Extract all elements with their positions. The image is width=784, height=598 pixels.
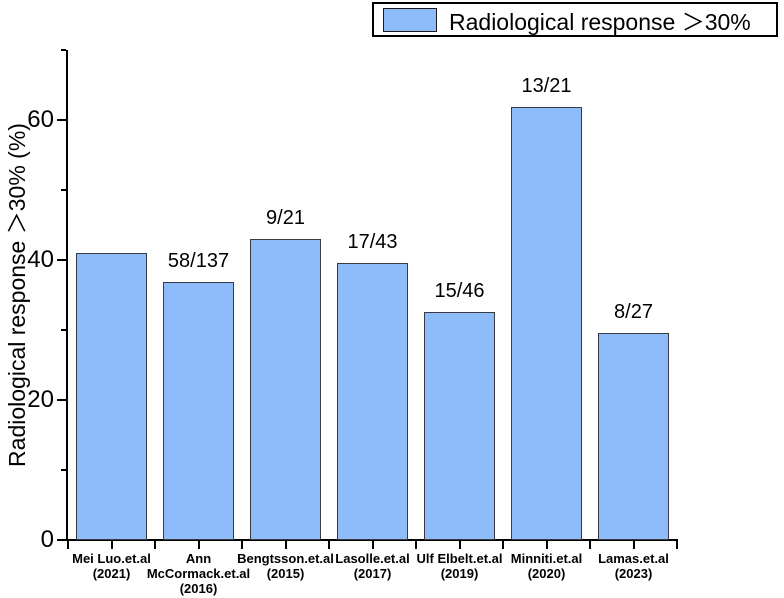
x-tick [415,541,417,549]
y-minor-tick [61,49,66,51]
y-tick-label: 40 [27,246,54,273]
x-tick [328,541,330,549]
bar [337,263,408,540]
bar [424,312,495,540]
x-tick [676,541,678,549]
x-category-label: Lamas.et.al (2023) [598,551,669,581]
x-tick [502,541,504,549]
bar-value-label: 58/137 [167,250,230,272]
x-tick [110,541,113,549]
y-major-tick [57,259,66,261]
bar [76,253,147,540]
y-tick-label: 20 [27,386,54,413]
x-tick [589,541,591,549]
y-major-tick [57,539,66,541]
y-major-tick [57,399,66,401]
x-tick [241,541,243,549]
bar [250,239,321,540]
bar [163,282,234,540]
bar-value-label: 9/21 [266,207,305,229]
bar-value-label: 17/43 [347,231,398,253]
bar [511,107,582,540]
x-category-label: Bengtsson.et.al (2015) [237,551,334,581]
y-minor-tick [61,329,66,331]
y-minor-tick [61,469,66,471]
legend-swatch [383,7,437,32]
x-tick [154,541,156,549]
x-tick [197,541,200,549]
x-tick [67,541,69,549]
x-tick [371,541,374,549]
x-category-label: Lasolle.et.al (2017) [335,551,410,581]
x-category-label: Mei Luo.et.al (2021) [72,551,151,581]
bar-value-label: 8/27 [614,301,653,323]
y-minor-tick [61,189,66,191]
bar-value-label: 13/21 [521,75,572,97]
x-category-label: Minniti.et.al (2020) [510,551,583,581]
y-tick-label: 0 [40,526,54,553]
x-tick [632,541,635,549]
x-tick [458,541,461,549]
bar [598,333,669,540]
y-major-tick [57,119,66,121]
bar-value-label: 15/46 [434,280,485,302]
x-category-label: Ann McCormack.et.al (2016) [146,551,251,596]
y-tick-label: 60 [27,106,54,133]
x-tick [284,541,287,549]
x-category-label: Ulf Elbelt.et.al (2019) [416,551,503,581]
x-axis-line [66,539,678,541]
y-axis-line [66,50,68,541]
x-tick [545,541,548,549]
legend: Radiological response ＞30% [372,2,778,37]
legend-label: Radiological response ＞30% [449,8,751,35]
